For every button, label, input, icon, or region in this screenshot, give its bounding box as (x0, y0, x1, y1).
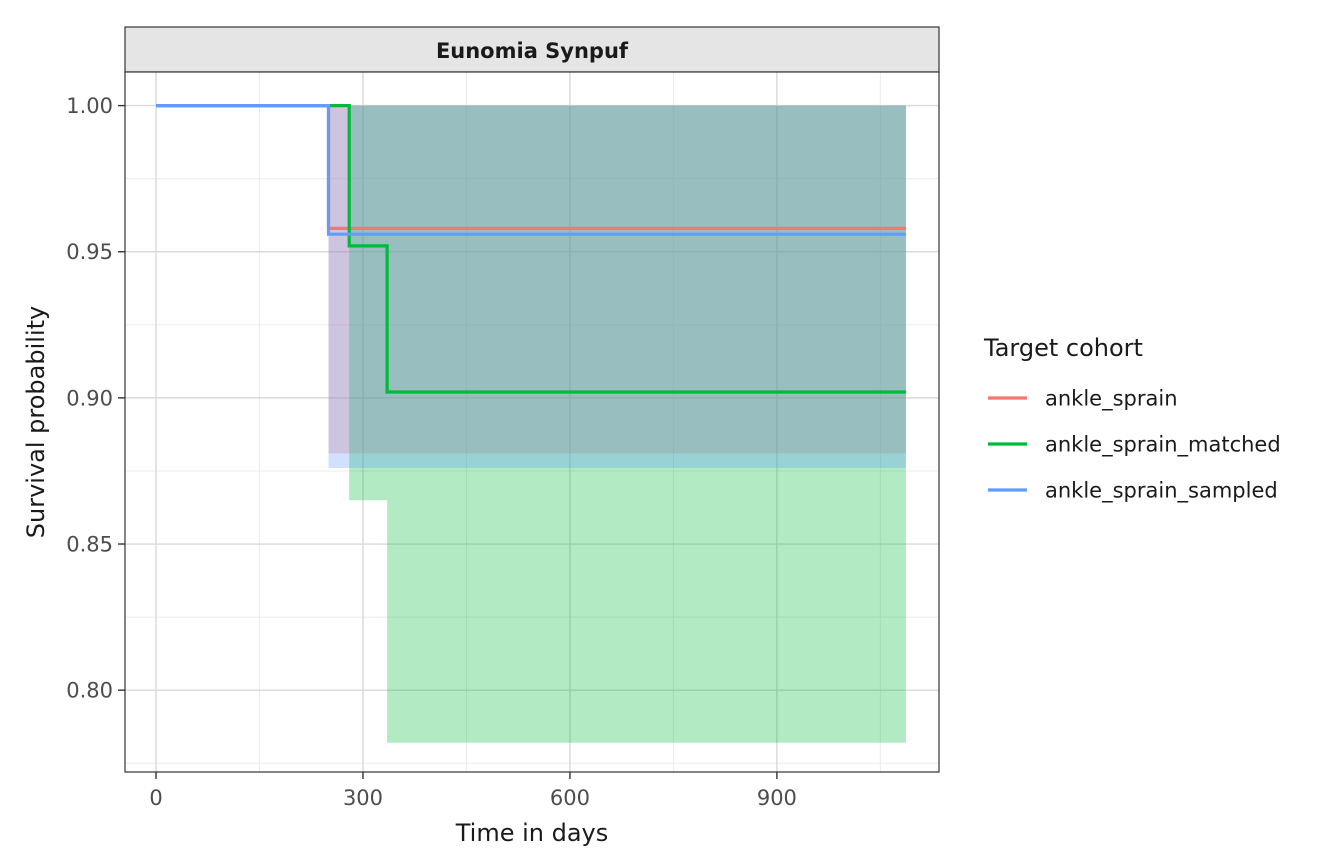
y-tick-label: 0.85 (66, 533, 113, 557)
legend-title: Target cohort (983, 334, 1143, 362)
legend-items: ankle_sprain ankle_sprain_matched ankle_sp… (988, 387, 1281, 504)
facet-title: Eunomia Synpuf (436, 39, 629, 63)
y-tick-label: 0.90 (66, 386, 113, 410)
x-tick-label: 0 (149, 786, 162, 810)
x-tick-label: 300 (343, 786, 383, 810)
minor-gridlines (125, 72, 939, 772)
legend-label-ankle_sprain_matched: ankle_sprain_matched (1045, 433, 1281, 458)
x-tick-label: 900 (757, 786, 797, 810)
panel-border (124, 71, 940, 773)
x-tick-label: 600 (550, 786, 590, 810)
legend-label-ankle_sprain_sampled: ankle_sprain_sampled (1045, 479, 1278, 504)
y-tick-label: 0.95 (66, 240, 113, 264)
ci-ribbon-ankle_sprain_matched (156, 105, 906, 743)
y-axis: 0.80 0.85 0.90 0.95 1.00 (66, 94, 125, 703)
x-axis-title: Time in days (455, 819, 609, 847)
legend: Target cohort ankle_sprain ankle_sprain_m… (983, 334, 1281, 504)
ci-ribbon-ankle_sprain_sampled (156, 105, 906, 468)
confidence-ribbons (156, 105, 906, 743)
y-tick-label: 1.00 (66, 94, 113, 118)
curve-ankle_sprain_sampled (156, 104, 906, 236)
legend-label-ankle_sprain: ankle_sprain (1045, 387, 1178, 412)
plot-panel (125, 72, 939, 772)
ci-ribbon-ankle_sprain (156, 105, 906, 454)
facet-strip (124, 26, 940, 73)
y-axis-title: Survival probability (22, 306, 50, 538)
survival-curves (156, 104, 906, 394)
y-tick-label: 0.80 (66, 679, 113, 703)
x-axis: 0 300 600 900 (149, 772, 797, 810)
